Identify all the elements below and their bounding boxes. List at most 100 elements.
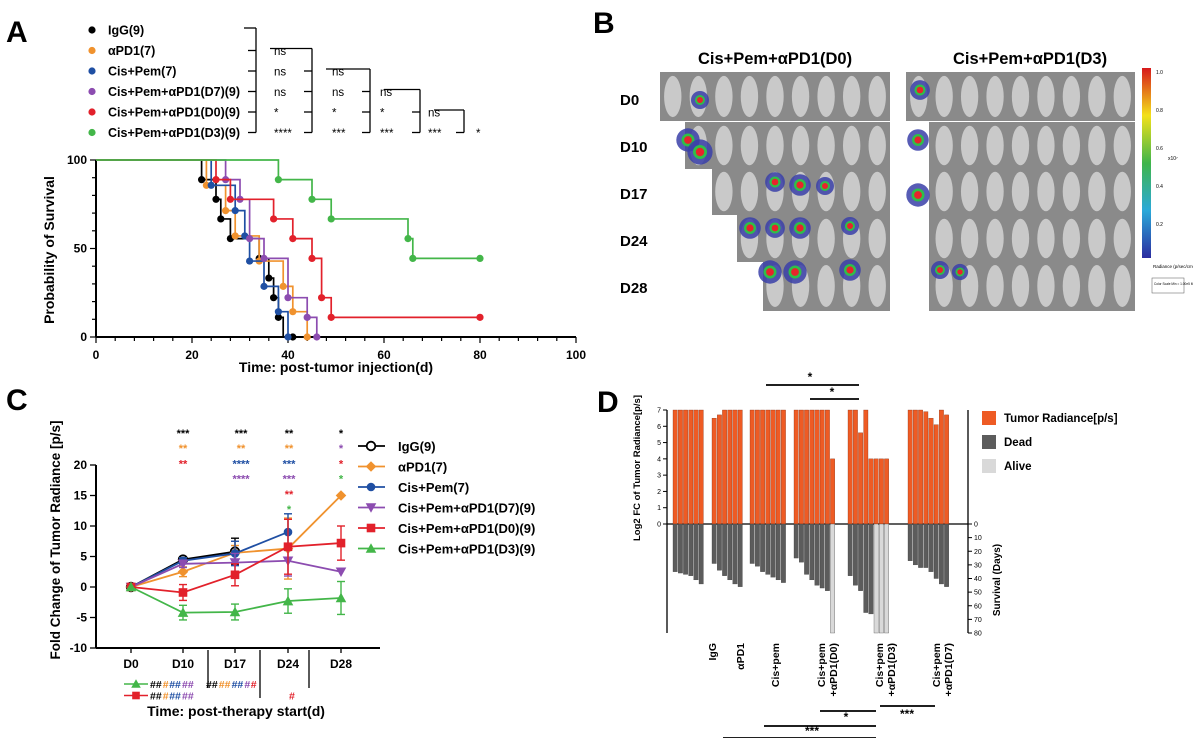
mouse-silhouette	[986, 171, 1004, 212]
survival-bar	[765, 523, 771, 575]
hash-legend-marker	[131, 679, 141, 688]
y-tick-label: 10	[74, 519, 88, 533]
mouse-silhouette	[935, 125, 953, 166]
y-tick-label: 4	[657, 456, 661, 463]
x-tick-label: 0	[93, 348, 100, 362]
radiance-bar	[732, 409, 738, 525]
mouse-silhouette	[935, 218, 953, 259]
series-point	[229, 606, 241, 617]
significance-star: *	[287, 504, 292, 516]
hash-mark: #	[163, 679, 169, 691]
significance-label: ***	[428, 128, 442, 140]
significance-star: ***	[283, 474, 297, 486]
signal-core	[697, 97, 703, 103]
hash-legend-marker	[132, 691, 140, 700]
signal-core	[847, 223, 853, 229]
mouse-silhouette	[1113, 265, 1131, 307]
legend-label: IgG(9)	[108, 24, 144, 38]
series-point	[229, 558, 241, 568]
survival-point	[212, 195, 220, 203]
survival-bar	[868, 523, 874, 615]
survival-point	[260, 282, 268, 290]
legend-label: Alive	[1004, 461, 1032, 473]
y-tick-label: -10	[70, 641, 88, 655]
signal-core	[796, 224, 804, 232]
series-point	[335, 490, 347, 501]
legend-label: αPD1(7)	[108, 44, 155, 58]
category-label: Cis+pem	[816, 643, 828, 687]
survival-point	[246, 257, 254, 265]
radiance-bar	[918, 409, 923, 525]
radiance-bar	[755, 409, 760, 525]
survival-point	[231, 207, 239, 215]
legend-marker	[88, 26, 96, 34]
radiance-bar	[913, 409, 918, 525]
survival-bar	[944, 523, 949, 587]
legend-marker	[88, 128, 96, 137]
mouse-silhouette	[1088, 218, 1106, 259]
significance-star: *	[339, 428, 344, 440]
legend-marker	[88, 108, 96, 116]
survival-bar	[732, 523, 738, 585]
panel-label-a: A	[6, 16, 28, 49]
radiance-bar	[749, 409, 755, 525]
series-line	[130, 531, 289, 588]
survival-bar	[825, 523, 830, 591]
survival-curve	[96, 159, 285, 337]
survival-point	[284, 294, 292, 302]
mouse-silhouette	[1113, 125, 1131, 166]
signal-core	[791, 268, 799, 276]
legend-label: Cis+Pem+αPD1(D3)(9)	[398, 542, 535, 557]
survival-curve	[96, 159, 480, 319]
radiance-bar	[933, 424, 939, 525]
x-tick-label: D10	[172, 657, 194, 671]
mouse-silhouette	[1037, 75, 1055, 118]
mouse-silhouette	[817, 218, 835, 259]
mouse-silhouette	[1062, 75, 1081, 118]
mouse-silhouette	[986, 265, 1004, 307]
mouse-silhouette	[1011, 265, 1030, 307]
panel-label-b: B	[593, 7, 615, 40]
group-title: Cis+Pem+αPD1(D0)	[698, 50, 852, 68]
survival-point	[270, 215, 278, 223]
mouse-silhouette	[1062, 171, 1081, 212]
survival-point	[409, 254, 417, 263]
significance-label: ***	[332, 128, 346, 140]
mouse-silhouette	[935, 171, 953, 212]
radiance-bar	[939, 409, 944, 525]
signal-core	[957, 269, 963, 275]
hash-mark: #	[289, 691, 295, 703]
category-label: Cis+pem	[874, 643, 886, 687]
series-point	[177, 607, 189, 617]
series-point	[178, 588, 188, 597]
significance-star: ****	[232, 474, 250, 486]
hash-mark: ##	[182, 691, 194, 703]
y-axis-title: Fold Change of Tumor Radiance [p/s]	[48, 420, 63, 659]
signal-core	[695, 147, 705, 157]
radiance-bar	[884, 458, 889, 525]
y-tick-label: 20	[74, 458, 88, 472]
legend-label: Dead	[1004, 437, 1032, 449]
legend-label: Tumor Radiance[p/s]	[1004, 413, 1118, 425]
mouse-silhouette	[791, 75, 810, 118]
y-tick-label: 2	[657, 489, 661, 496]
y-tick-label: 80	[974, 631, 982, 638]
mouse-silhouette	[664, 75, 682, 118]
signal-core	[766, 268, 774, 276]
survival-point	[226, 195, 234, 203]
y-tick-label: 3	[657, 473, 661, 480]
mouse-silhouette	[766, 125, 784, 166]
y-tick-label: 15	[74, 489, 88, 503]
mouse-silhouette	[960, 218, 979, 259]
hash-mark: #	[251, 679, 257, 691]
radiance-bar	[825, 409, 830, 525]
survival-bar	[678, 523, 683, 574]
survival-bar	[907, 523, 913, 561]
survival-bar	[814, 523, 820, 586]
survival-point	[274, 308, 282, 316]
survival-curve	[96, 159, 480, 260]
significance-label: ns	[332, 87, 344, 99]
category-label: +αPD1(D0)	[828, 643, 840, 696]
y-tick-label: 0	[657, 522, 661, 529]
